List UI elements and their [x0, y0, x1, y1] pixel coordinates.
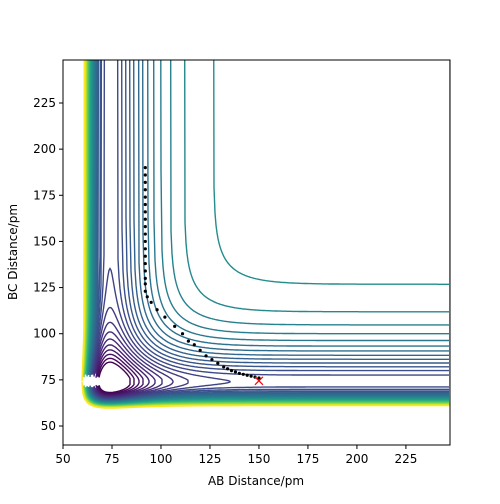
- trajectory-point: [198, 348, 202, 352]
- trajectory-point: [245, 373, 249, 377]
- contour-line: [85, 60, 450, 406]
- trajectory-point: [180, 332, 185, 336]
- contour-line: [92, 306, 189, 399]
- contour-line: [95, 349, 144, 396]
- y-tick-label: 150: [33, 234, 56, 248]
- trajectory-point: [149, 300, 153, 304]
- x-tick-label: 200: [345, 452, 368, 466]
- trajectory-point: [216, 361, 220, 365]
- trajectory-point: [143, 195, 147, 199]
- trajectory-point: [143, 225, 147, 229]
- x-tick-label: 175: [296, 452, 319, 466]
- trajectory-point: [143, 261, 147, 266]
- trajectory-point: [143, 180, 147, 184]
- end-marker: [254, 376, 264, 386]
- y-tick-label: 75: [41, 373, 56, 387]
- contour-line: [91, 60, 450, 401]
- trajectory-point: [237, 371, 241, 375]
- x-tick-label: 50: [55, 452, 70, 466]
- trajectory-point: [143, 269, 147, 273]
- contour-line: [86, 60, 450, 405]
- trajectory-point: [233, 370, 238, 374]
- trajectory-point: [143, 254, 147, 258]
- y-tick-label: 225: [33, 96, 56, 110]
- y-tick-label: 100: [33, 327, 56, 341]
- trajectory-point: [143, 239, 147, 244]
- trajectory-point: [143, 289, 147, 293]
- trajectory-point: [241, 372, 245, 376]
- contour-group: [81, 60, 450, 409]
- x-tick-label: 225: [394, 452, 417, 466]
- contour-line: [89, 60, 450, 402]
- contour-line: [97, 357, 135, 395]
- x-axis-label: AB Distance/pm: [208, 474, 304, 488]
- trajectory-point: [143, 210, 147, 214]
- trajectory-point: [143, 217, 147, 221]
- trajectory-point: [143, 232, 147, 236]
- trajectory-point: [143, 173, 147, 177]
- trajectory-point: [143, 247, 147, 251]
- trajectory-point: [257, 376, 261, 380]
- trajectory-point: [225, 367, 230, 371]
- trajectory-point: [173, 324, 177, 328]
- trajectory-point: [210, 357, 214, 362]
- y-tick-label: 50: [41, 419, 56, 433]
- y-tick-label: 175: [33, 188, 56, 202]
- trajectory-point: [204, 354, 208, 358]
- trajectory-point: [143, 166, 147, 170]
- y-tick-label: 125: [33, 281, 56, 295]
- x-tick-label: 125: [199, 452, 222, 466]
- contour-line: [96, 353, 140, 395]
- contour-line: [90, 60, 450, 401]
- x-tick-label: 100: [150, 452, 173, 466]
- contour-line: [90, 60, 450, 401]
- trajectory-point: [143, 202, 147, 207]
- end-marker-stroke: [254, 376, 264, 386]
- y-tick-label: 200: [33, 142, 56, 156]
- trajectory-point: [229, 369, 234, 373]
- trajectory-point: [143, 276, 147, 280]
- trajectory-point: [145, 295, 149, 299]
- trajectory-group: [143, 166, 264, 386]
- trajectory-point: [143, 282, 147, 286]
- x-tick-label: 75: [104, 452, 119, 466]
- plot-frame: [62, 59, 451, 446]
- contour-line: [85, 60, 450, 406]
- contour-line: [85, 60, 450, 406]
- x-tick-label: 150: [247, 452, 270, 466]
- trajectory-point: [192, 343, 196, 347]
- contour-line: [91, 60, 450, 400]
- trajectory-point: [186, 339, 191, 343]
- trajectory-point: [143, 188, 147, 192]
- contour-line: [81, 60, 450, 409]
- contour-line: [98, 361, 131, 394]
- trajectory-point: [222, 365, 226, 369]
- contour-line: [89, 60, 450, 402]
- trajectory-point: [155, 308, 159, 312]
- y-axis-label: BC Distance/pm: [6, 204, 20, 300]
- trajectory-point: [163, 315, 167, 319]
- trajectory-point: [249, 374, 253, 378]
- contour-line: [86, 60, 450, 405]
- contour-line: [85, 60, 450, 406]
- contour-line: [86, 60, 450, 405]
